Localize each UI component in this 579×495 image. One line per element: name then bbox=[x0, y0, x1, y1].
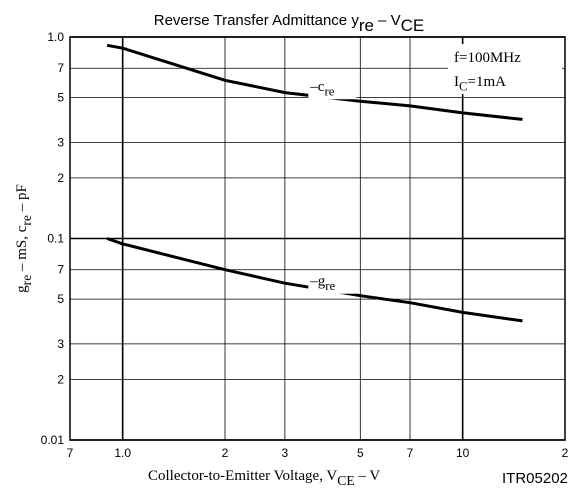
label: –cre bbox=[309, 79, 334, 99]
label-part: =1mA bbox=[468, 74, 507, 90]
label-part: – mS, c bbox=[14, 225, 30, 275]
x-tick-label: 2 bbox=[222, 446, 229, 460]
label: –gre bbox=[309, 274, 335, 294]
label-part: –c bbox=[309, 79, 325, 95]
label: Collector-to-Emitter Voltage, VCE – V bbox=[148, 468, 380, 488]
label-part: CE bbox=[337, 473, 354, 488]
label-part: Collector-to-Emitter Voltage, V bbox=[148, 468, 337, 484]
label-part: – pF bbox=[14, 184, 30, 215]
conditions-bg bbox=[448, 44, 562, 94]
label: IC=1mA bbox=[454, 74, 506, 94]
label-part: C bbox=[459, 80, 468, 94]
label-part: re bbox=[19, 275, 34, 286]
x-tick-label: 7 bbox=[407, 446, 414, 460]
label-part: CE bbox=[401, 16, 425, 35]
label-part: –g bbox=[309, 274, 326, 290]
y-tick-label: 1.0 bbox=[47, 30, 64, 44]
y-tick-label: 5 bbox=[57, 292, 64, 306]
y-tick-label: 2 bbox=[57, 171, 64, 185]
label-part: re bbox=[359, 16, 374, 35]
curve-label-bg bbox=[308, 273, 357, 294]
y-tick-label: 0.01 bbox=[41, 433, 65, 447]
x-tick-label: 10 bbox=[456, 446, 470, 460]
x-tick-label: 5 bbox=[357, 446, 364, 460]
x-tick-label: 2 bbox=[562, 446, 569, 460]
label-part: – V bbox=[355, 468, 381, 484]
y-tick-label: 7 bbox=[57, 61, 64, 75]
label-part: re bbox=[324, 85, 334, 99]
x-tick-label: 1.0 bbox=[114, 446, 131, 460]
label-part: Reverse Transfer Admittance y bbox=[154, 12, 360, 29]
label-part: re bbox=[325, 279, 335, 293]
label: gre – mS, cre – pF bbox=[14, 184, 34, 293]
label: Reverse Transfer Admittance yre – VCE bbox=[154, 12, 425, 35]
curve-label-bg bbox=[308, 79, 357, 100]
x-tick-label: 7 bbox=[67, 446, 74, 460]
label-part: re bbox=[19, 215, 34, 226]
code: ITR05202 bbox=[502, 470, 568, 487]
y-tick-label: 3 bbox=[57, 337, 64, 351]
label-part: g bbox=[14, 285, 30, 293]
y-tick-label: 3 bbox=[57, 135, 64, 149]
y-tick-label: 0.1 bbox=[47, 232, 64, 246]
condition-f: f=100MHz bbox=[454, 50, 521, 66]
y-tick-label: 2 bbox=[57, 372, 64, 386]
y-tick-label: 5 bbox=[57, 91, 64, 105]
label-part: I bbox=[454, 74, 459, 90]
y-tick-label: 7 bbox=[57, 263, 64, 277]
x-tick-label: 3 bbox=[282, 446, 289, 460]
label-part: – V bbox=[374, 12, 401, 29]
